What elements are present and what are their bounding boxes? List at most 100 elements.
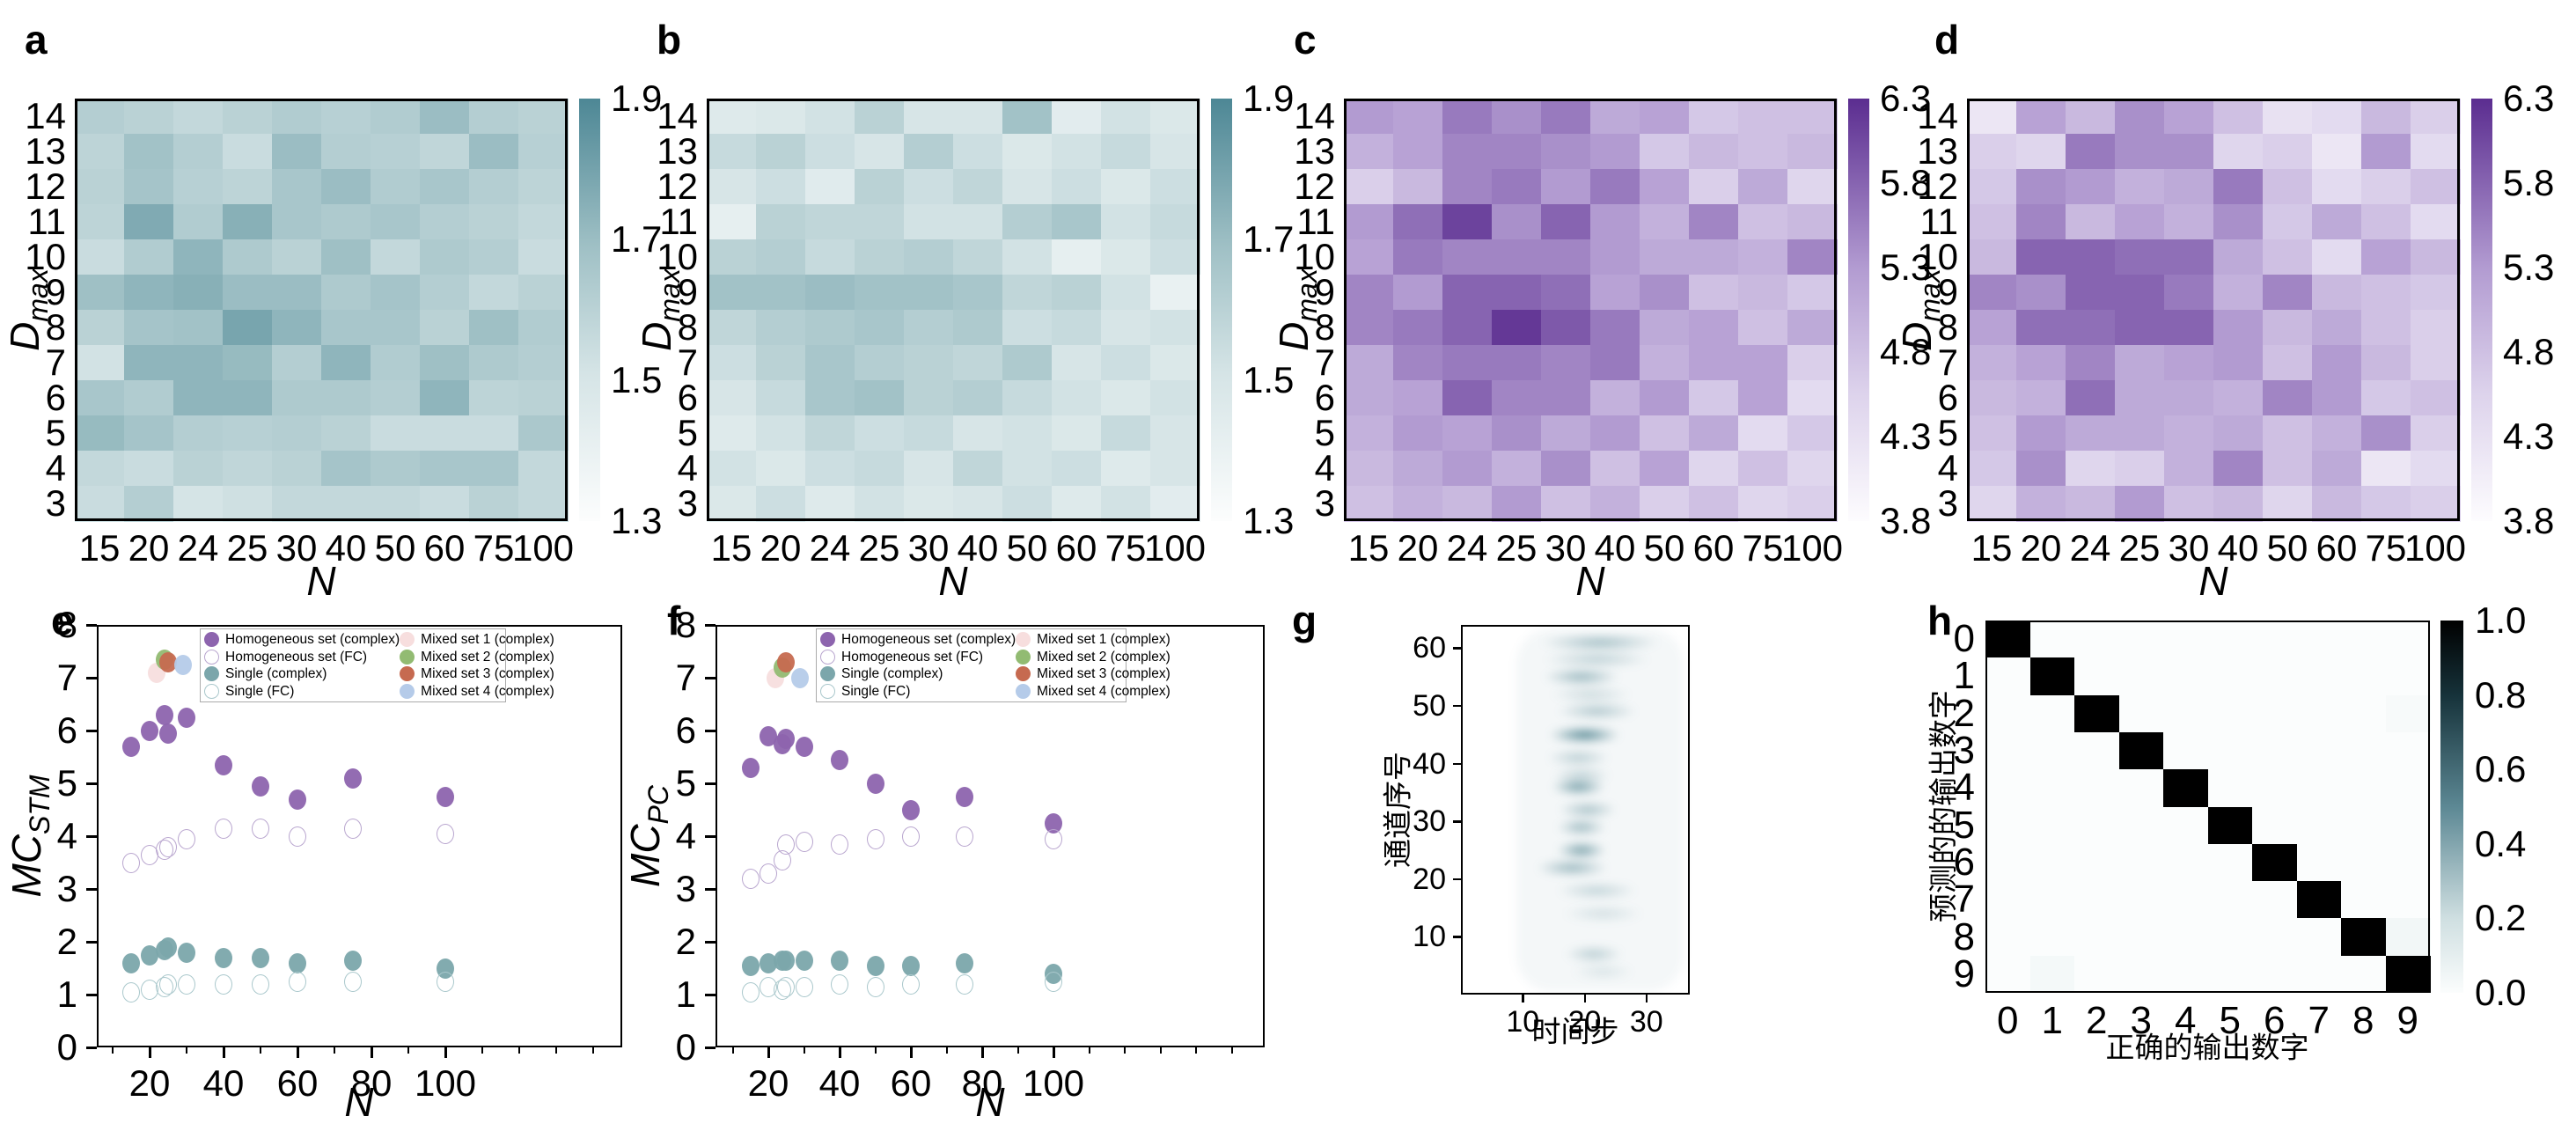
x-tick: [838, 1047, 841, 1058]
tick-label: 14: [1917, 95, 1958, 136]
heatmap-cell: [223, 415, 273, 452]
heatmap-cell: [518, 275, 569, 311]
heatmap-cell: [124, 380, 174, 416]
heatmap-cell: [1052, 239, 1102, 275]
tick-label: 24: [1446, 527, 1488, 569]
heatmap-cell: [2361, 134, 2411, 170]
legend-marker: [1016, 649, 1031, 665]
scatter-point-mixed-set-4-complex-: [173, 654, 192, 675]
heatmap-cell: [518, 415, 569, 452]
legend-label: Mixed set 1 (complex): [1037, 632, 1171, 648]
x-tick: [1522, 995, 1524, 1002]
heatmap-cell: [1787, 345, 1838, 381]
x-tick: [148, 1047, 151, 1058]
x-axis-label-c: N: [1575, 558, 1605, 604]
heatmap-cell: [805, 169, 855, 205]
heatmap-cell: [1590, 345, 1640, 381]
heatmap-cell: [124, 169, 174, 205]
heatmap-cell: [469, 451, 519, 487]
heatmap-cell: [855, 134, 905, 170]
heatmap-cell: [1393, 415, 1443, 452]
legend-label: Mixed set 4 (complex): [421, 683, 554, 699]
tick-label: 8: [1937, 306, 1958, 348]
scatter-point-single-fc-: [159, 973, 177, 995]
heatmap-cell: [756, 415, 806, 452]
tick-label: 20: [1567, 1005, 1602, 1039]
heatmap-cell: [2361, 99, 2411, 135]
tick-label: 0.8: [2475, 673, 2527, 716]
tick-label: 50: [1006, 527, 1048, 569]
tick-label: 5: [677, 412, 698, 453]
heatmap-cell: [469, 169, 519, 205]
tick-label: 60: [890, 1062, 932, 1104]
heatmap-cell: [1002, 169, 1053, 205]
heatmap-cell: [707, 310, 757, 346]
y-tick: [1453, 647, 1461, 650]
heatmap-cell: [1442, 134, 1493, 170]
y-tick: [86, 729, 97, 732]
heatmap-cell: [75, 451, 125, 487]
legend-label: Single (complex): [225, 666, 327, 682]
heatmap-cell: [272, 486, 322, 522]
legend-entry: Homogeneous set (complex): [204, 631, 400, 648]
tick-label: 4: [1314, 447, 1335, 488]
heatmap-cell: [1640, 380, 1690, 416]
heatmap-cell: [223, 275, 273, 311]
heatmap-cell: [371, 486, 421, 522]
heatmap-cell: [420, 345, 470, 381]
heatmap-cell: [1101, 239, 1151, 275]
heatmap-cell: [1640, 239, 1690, 275]
scatter-point-homogeneous-set-fc-: [159, 836, 177, 857]
heatmap-cell: [371, 134, 421, 170]
y-tick: [705, 887, 716, 891]
heatmap-cell: [1393, 451, 1443, 487]
plot-frame: [1985, 621, 2430, 993]
heatmap-cell: [2263, 134, 2313, 170]
x-minor-tick: [555, 1047, 557, 1054]
heatmap-cell: [124, 486, 174, 522]
tick-label: 4: [2175, 999, 2197, 1042]
heatmap-cell: [1002, 380, 1053, 416]
legend-entry: Mixed set 4 (complex): [400, 683, 554, 700]
x-tick: [370, 1047, 373, 1058]
heatmap-cell: [1150, 169, 1200, 205]
heatmap-cell: [321, 134, 371, 170]
scatter-point-single-fc-: [344, 971, 362, 992]
y-tick: [86, 887, 97, 891]
legend-label: Single (FC): [225, 683, 295, 699]
scatter-point-single-complex-: [795, 950, 813, 971]
heatmap-cell: [1002, 275, 1053, 311]
heatmap-cell: [272, 451, 322, 487]
heatmap-cell: [855, 275, 905, 311]
y-tick: [86, 940, 97, 944]
heatmap-cell: [1738, 134, 1788, 170]
x-minor-tick: [1195, 1047, 1197, 1054]
heatmap-cell: [904, 99, 954, 135]
heatmap-cell: [805, 345, 855, 381]
heatmap-cell: [1101, 134, 1151, 170]
heatmap-cell: [756, 169, 806, 205]
scatter-point-homogeneous-set-fc-: [437, 823, 454, 844]
panel-f-letter: f: [667, 598, 681, 643]
y-tick: [705, 729, 716, 732]
heatmap-cell: [1689, 99, 1739, 135]
tick-label: 30: [275, 527, 318, 569]
tick-label: 10: [25, 236, 66, 277]
tick-label: 11: [659, 201, 698, 242]
heatmap-cell: [518, 204, 569, 240]
tick-label: 100: [1780, 527, 1844, 569]
heatmap-cell: [518, 451, 569, 487]
scatter-point-single-fc-: [955, 973, 973, 995]
tick-label: 100: [414, 1062, 477, 1104]
legend-marker: [204, 649, 219, 665]
heatmap-cell: [2164, 169, 2214, 205]
scatter-point-single-fc-: [437, 971, 454, 992]
legend-entry: Mixed set 1 (complex): [1016, 631, 1171, 648]
x-minor-tick: [592, 1047, 594, 1054]
heatmap-cell: [1787, 451, 1838, 487]
tick-label: 0: [1997, 999, 2019, 1042]
tick-label: 14: [25, 95, 66, 136]
legend-entry: Single (complex): [204, 665, 400, 682]
scatter-point-single-complex-: [215, 947, 232, 968]
tick-label: 0.0: [2475, 972, 2527, 1013]
